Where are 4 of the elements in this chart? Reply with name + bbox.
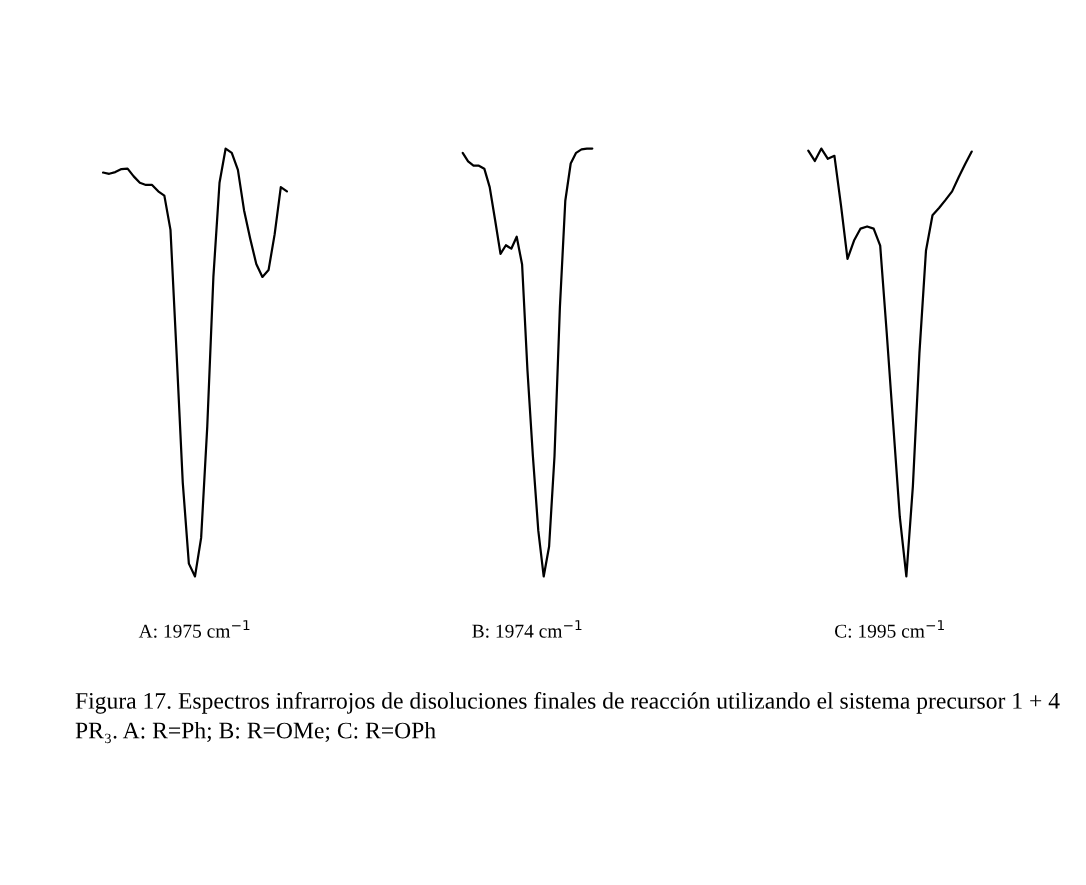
x-axis-title: C: 1995 cm$^{−1}$	[834, 620, 944, 638]
text: Figura 17. Espectros infrarrojos de disoluciones finales de reacción utilizando el sistema precursor 1 + 4 PR₃. A: R=Ph; B: R=OMe; C: R=OPh	[75, 692, 1060, 744]
x-axis-title: B: 1974 cm$^{−1}$	[472, 620, 582, 638]
x-axis-title: A: 1975 cm$^{−1}$	[138, 620, 250, 638]
